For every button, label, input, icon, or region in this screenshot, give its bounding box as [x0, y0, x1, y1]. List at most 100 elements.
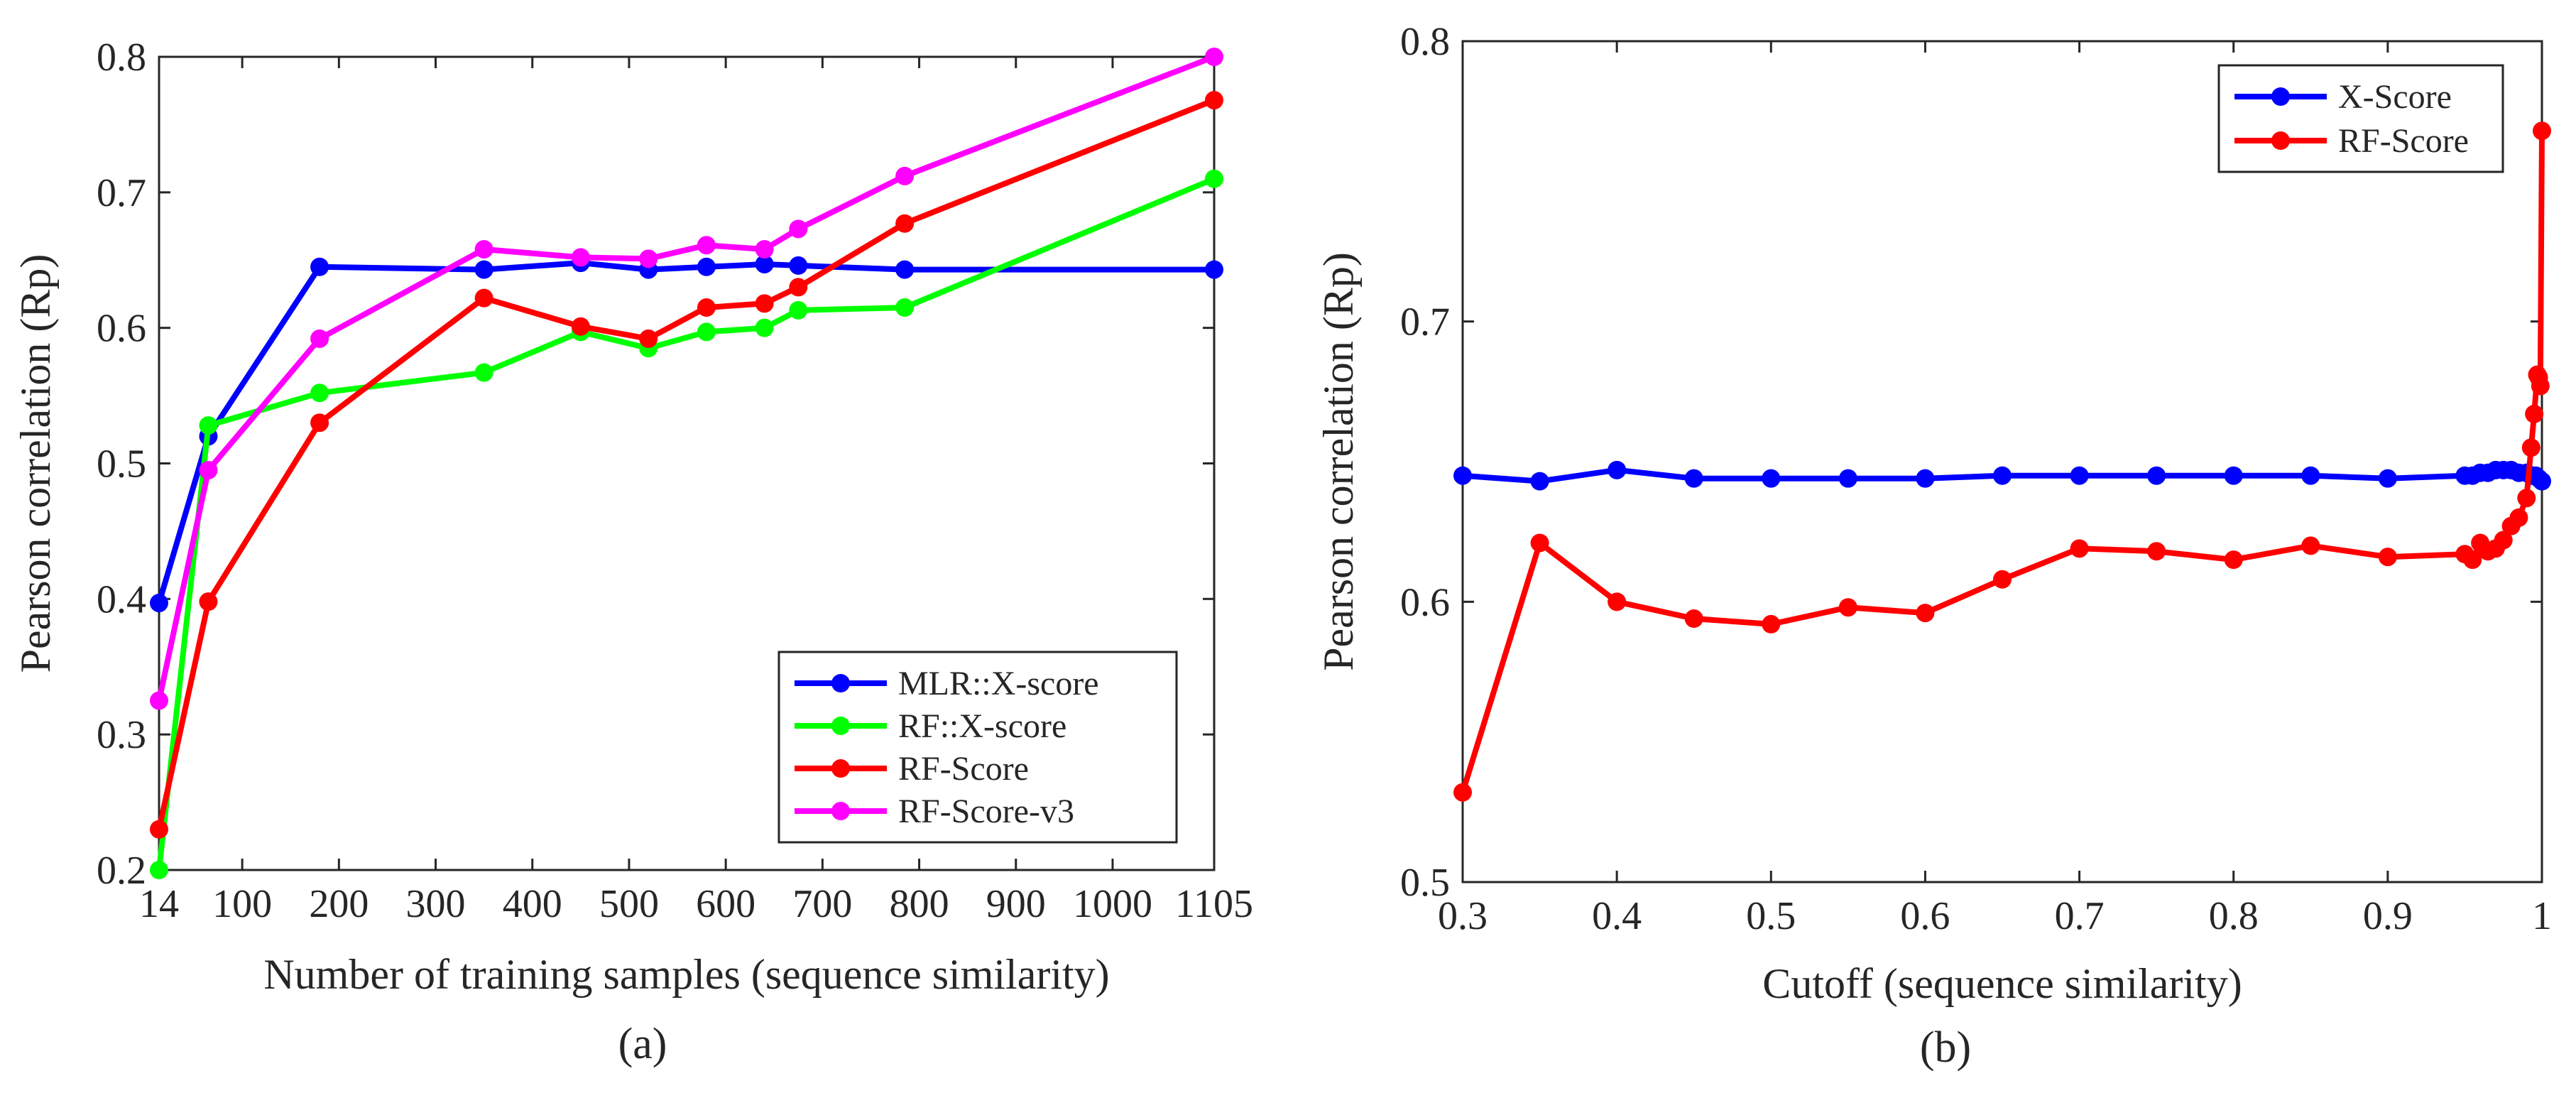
- chart-a-x-tick-label: 14: [139, 882, 179, 926]
- chart-a-point-rf-x-score: [199, 416, 218, 435]
- chart-a-point-mlr-x-score: [150, 594, 168, 613]
- chart-b-point-x-score: [2147, 466, 2166, 485]
- chart-a-x-tick-label: 300: [406, 882, 466, 926]
- chart-b-x-tick-label: 0.8: [2209, 894, 2259, 938]
- chart-b-point-rf-score: [1530, 533, 1549, 553]
- chart-b: 0.3 0.4 0.5 0.6 0.7 0.8 0.9 1 0.5 0.6 0.7 0.8 Cutoff…: [1315, 20, 2552, 1072]
- chart-b-point-rf-score: [1838, 598, 1857, 617]
- chart-a-point-rf-x-score: [697, 322, 716, 342]
- chart-a-y-tick-label: 0.3: [97, 713, 146, 757]
- chart-a-point-rf-x-score: [310, 384, 329, 403]
- chart-a-point-rf-score-v3: [150, 691, 168, 710]
- chart-a-point-rf-score-v3: [789, 219, 808, 239]
- chart-b-y-tick-label: 0.6: [1400, 580, 1450, 624]
- chart-b-point-rf-score: [2531, 376, 2550, 396]
- chart-a-point-rf-score-v3: [895, 166, 915, 185]
- chart-b-point-rf-score: [1993, 570, 2012, 589]
- chart-a-x-tick-label: 700: [792, 882, 852, 926]
- chart-b-point-rf-score: [1608, 592, 1627, 611]
- chart-b-point-rf-score: [2521, 438, 2540, 457]
- chart-a-x-tick-label: 1000: [1073, 882, 1152, 926]
- chart-b-x-tick-label: 0.5: [1746, 894, 1796, 938]
- chart-b-point-rf-score: [2463, 550, 2482, 570]
- chart-a-legend-label-mlr-x-score: MLR::X-score: [898, 665, 1099, 702]
- chart-b-x-tick-label: 0.6: [1900, 894, 1950, 938]
- chart-a-x-tick-label: 900: [986, 882, 1046, 926]
- chart-a-caption: (a): [618, 1020, 667, 1068]
- chart-b-y-tick-label: 0.8: [1400, 20, 1450, 64]
- chart-a-point-rf-x-score: [1205, 169, 1223, 188]
- chart-b-point-rf-score: [2301, 536, 2320, 555]
- chart-a-point-rf-score: [639, 329, 658, 348]
- chart-a-x-tick-label: 600: [696, 882, 755, 926]
- chart-b-x-tick-label: 0.7: [2055, 894, 2105, 938]
- chart-a-point-mlr-x-score: [755, 254, 774, 273]
- chart-a-point-rf-x-score: [895, 298, 915, 317]
- chart-b-point-rf-score: [1916, 604, 1935, 623]
- chart-a-legend-marker-rf-score-v3: [831, 802, 850, 820]
- chart-b-point-rf-score: [2517, 489, 2536, 508]
- chart-a-point-rf-score: [895, 214, 915, 233]
- chart-b-point-rf-score: [2147, 542, 2166, 561]
- chart-b-legend-label-rf-score: RF-Score: [2338, 122, 2469, 160]
- chart-b-point-rf-score: [2070, 539, 2089, 558]
- chart-b-x-tick-label: 0.9: [2363, 894, 2413, 938]
- chart-a-y-tick-label: 0.8: [97, 36, 146, 80]
- chart-b-point-x-score: [1453, 466, 1472, 485]
- chart-b-point-rf-score: [2494, 531, 2513, 550]
- chart-a-point-rf-score: [150, 820, 168, 839]
- chart-a-point-mlr-x-score: [895, 260, 915, 279]
- chart-a-point-mlr-x-score: [310, 257, 329, 276]
- chart-b-point-x-score: [1993, 466, 2012, 485]
- chart-b-legend-marker-x-score: [2271, 87, 2290, 106]
- chart-b-x-tick-label: 0.3: [1438, 894, 1488, 938]
- chart-a-legend-marker-mlr-x-score: [831, 674, 850, 692]
- chart-b-point-rf-score: [1684, 609, 1703, 629]
- chart-b-plot-frame: [1461, 40, 2543, 883]
- chart-a-y-tick-label: 0.5: [97, 442, 146, 486]
- chart-a-point-rf-score: [474, 288, 493, 308]
- chart-b-point-rf-score: [1453, 783, 1472, 802]
- chart-a-point-rf-score-v3: [310, 329, 329, 348]
- chart-b-point-rf-score: [2525, 404, 2544, 423]
- chart-b-y-axis-label: Pearson correlation (Rp): [1315, 252, 1362, 671]
- chart-a-point-rf-score: [1205, 91, 1223, 110]
- chart-a-point-rf-x-score: [150, 861, 168, 879]
- chart-a-point-rf-score-v3: [1205, 48, 1223, 66]
- chart-b-point-rf-score: [2509, 508, 2528, 527]
- chart-a-y-tick-label: 0.2: [97, 849, 146, 893]
- chart-a-y-axis-label: Pearson correlation (Rp): [12, 254, 59, 673]
- chart-a-point-rf-score-v3: [697, 236, 716, 255]
- chart-b-y-tick-label: 0.7: [1400, 300, 1450, 344]
- chart-a-point-rf-score: [571, 317, 590, 336]
- chart-a-y-tick-label: 0.6: [97, 307, 146, 351]
- chart-b-legend-box: [2217, 64, 2504, 173]
- chart-a-point-rf-score-v3: [639, 249, 658, 268]
- chart-a-x-tick-label: 400: [503, 882, 562, 926]
- chart-b-point-rf-score: [2224, 550, 2243, 570]
- chart-b-legend-label-x-score: X-Score: [2338, 78, 2452, 116]
- chart-a-legend-marker-rf-score: [831, 759, 850, 778]
- chart-a-point-rf-score-v3: [474, 239, 493, 259]
- chart-b-point-x-score: [2378, 469, 2397, 488]
- chart-a-legend-label-rf-score: RF-Score: [898, 750, 1029, 788]
- chart-a-point-rf-score: [697, 298, 716, 317]
- chart-a-x-axis-label: Number of training samples (sequence sim…: [263, 951, 1109, 998]
- chart-b-point-rf-score: [1762, 614, 1781, 633]
- chart-b-point-x-score: [2224, 466, 2243, 485]
- chart-a-point-mlr-x-score: [1205, 260, 1223, 279]
- chart-b-point-rf-score: [2533, 121, 2551, 141]
- chart-b-series-line-rf-score: [1460, 131, 2545, 793]
- chart-a-point-rf-x-score: [755, 318, 774, 337]
- chart-a-x-tick-label: 1105: [1175, 882, 1253, 926]
- chart-b-y-tick-label: 0.5: [1400, 861, 1450, 905]
- chart-b-point-x-score: [1838, 469, 1857, 488]
- chart-a-point-rf-score: [755, 294, 774, 313]
- chart-b-point-x-score: [2301, 466, 2320, 485]
- chart-a-series-line-mlr-x-score: [156, 260, 1214, 604]
- chart-b-point-x-score: [1684, 469, 1703, 488]
- chart-b-legend-marker-rf-score: [2271, 131, 2290, 150]
- chart-b-point-x-score: [2070, 466, 2089, 485]
- chart-a-series-line-rf-score-v3: [156, 54, 1216, 702]
